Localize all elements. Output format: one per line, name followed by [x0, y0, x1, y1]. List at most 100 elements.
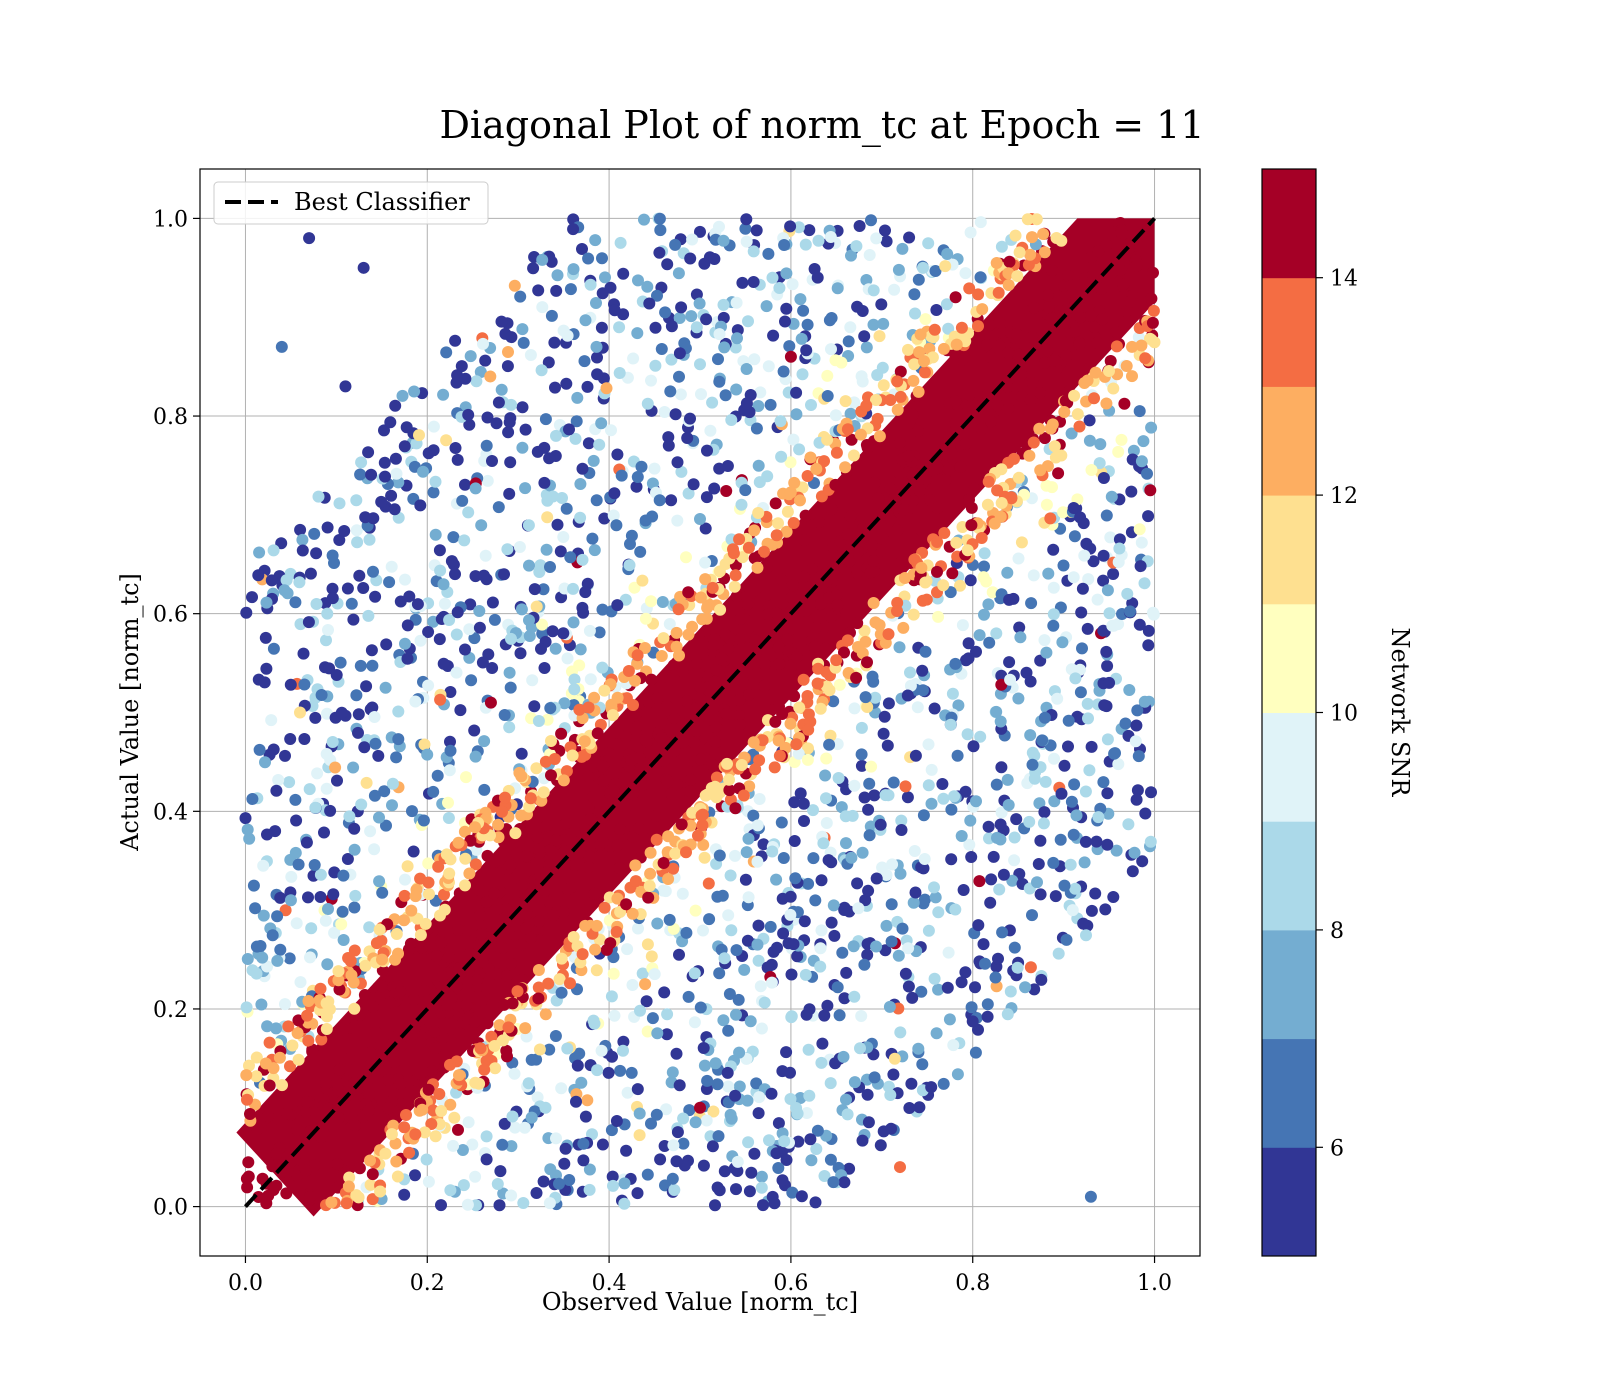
scatter-point	[1001, 773, 1014, 786]
scatter-point	[1014, 631, 1027, 644]
scatter-point	[469, 482, 482, 495]
scatter-point	[433, 544, 446, 557]
scatter-point	[651, 692, 664, 705]
scatter-point	[913, 346, 926, 359]
scatter-point	[818, 455, 830, 468]
scatter-point	[940, 298, 953, 311]
scatter-point	[907, 896, 920, 909]
scatter-point	[392, 705, 405, 718]
scatter-point	[502, 1021, 515, 1034]
scatter-point	[848, 1076, 861, 1089]
scatter-point	[744, 1015, 757, 1028]
scatter-point	[892, 949, 905, 962]
scatter-point	[1008, 941, 1021, 954]
scatter-point	[776, 1174, 789, 1187]
scatter-point	[737, 676, 750, 689]
scatter-point	[1133, 523, 1146, 536]
scatter-point	[432, 860, 445, 873]
scatter-point	[699, 556, 712, 569]
scatter-point	[784, 350, 797, 363]
scatter-point	[772, 517, 784, 530]
scatter-point	[1019, 981, 1032, 994]
scatter-point	[485, 1030, 498, 1043]
scatter-point	[566, 749, 579, 762]
scatter-point	[709, 721, 722, 733]
scatter-point	[990, 778, 1003, 791]
scatter-point	[379, 1147, 392, 1160]
scatter-point	[450, 980, 463, 993]
scatter-point	[1055, 234, 1068, 247]
scatter-point	[555, 1082, 568, 1095]
scatter-point	[799, 238, 812, 251]
scatter-point	[792, 1135, 805, 1148]
scatter-point	[588, 1017, 601, 1030]
scatter-point	[994, 818, 1007, 831]
scatter-point	[240, 1069, 253, 1082]
scatter-point	[951, 1068, 964, 1081]
scatter-point	[802, 877, 815, 890]
scatter-point	[607, 967, 620, 980]
scatter-point	[1101, 787, 1114, 800]
scatter-point	[431, 769, 444, 782]
scatter-point	[369, 590, 382, 603]
scatter-point	[310, 598, 323, 610]
scatter-point	[498, 709, 511, 721]
scatter-point	[947, 1039, 960, 1052]
scatter-point	[514, 290, 527, 303]
scatter-point	[982, 388, 994, 401]
scatter-point	[1145, 786, 1157, 799]
scatter-point	[398, 889, 411, 902]
scatter-point	[631, 720, 644, 733]
scatter-point	[411, 598, 424, 611]
scatter-point	[1068, 778, 1081, 791]
scatter-point	[581, 903, 594, 916]
scatter-point	[456, 494, 469, 507]
scatter-point	[1094, 438, 1107, 451]
scatter-point	[341, 582, 354, 595]
scatter-point	[749, 634, 762, 647]
scatter-point	[769, 497, 782, 510]
scatter-point	[891, 605, 903, 617]
scatter-point	[1003, 593, 1016, 606]
scatter-point	[891, 375, 904, 388]
scatter-point	[734, 613, 747, 625]
scatter-point	[598, 901, 611, 914]
legend: Best Classifier	[213, 181, 489, 225]
scatter-point	[1145, 292, 1158, 305]
scatter-point	[1023, 449, 1036, 462]
scatter-point	[629, 674, 641, 687]
scatter-point	[292, 858, 305, 871]
scatter-point	[686, 620, 699, 633]
scatter-point	[871, 369, 884, 381]
scatter-point	[687, 478, 700, 491]
scatter-point	[922, 924, 935, 937]
scatter-point	[516, 323, 529, 336]
scatter-point	[985, 415, 997, 428]
scatter-point	[1058, 759, 1071, 772]
scatter-point	[1048, 795, 1061, 808]
scatter-point	[443, 867, 456, 880]
scatter-point	[1028, 749, 1041, 762]
scatter-point	[673, 948, 685, 961]
scatter-point	[543, 896, 556, 909]
scatter-point	[367, 512, 380, 525]
scatter-point	[1066, 904, 1079, 917]
scatter-point	[1074, 686, 1087, 699]
scatter-point	[535, 642, 547, 655]
scatter-point	[569, 432, 582, 445]
scatter-point	[852, 902, 865, 915]
scatter-point	[1049, 890, 1062, 903]
scatter-point	[535, 364, 548, 377]
scatter-point	[1126, 453, 1139, 466]
scatter-point	[1139, 352, 1152, 365]
scatter-point	[969, 981, 981, 994]
scatter-point	[428, 1025, 441, 1038]
scatter-point	[267, 544, 280, 557]
scatter-point	[250, 1070, 263, 1083]
scatter-point	[709, 1057, 722, 1070]
scatter-point	[252, 569, 265, 582]
scatter-point	[916, 1058, 929, 1071]
scatter-point	[840, 837, 852, 850]
scatter-point	[713, 220, 725, 233]
scatter-point	[300, 1164, 312, 1177]
